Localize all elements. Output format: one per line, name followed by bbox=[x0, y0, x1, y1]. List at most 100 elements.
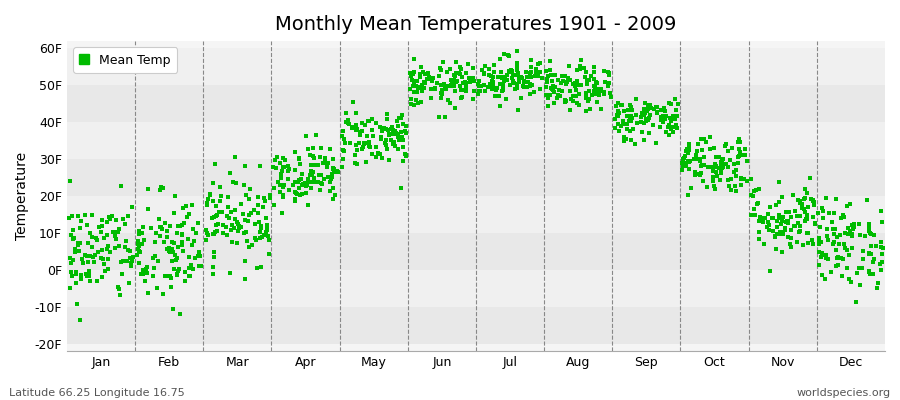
Point bbox=[296, 181, 310, 188]
Point bbox=[547, 88, 562, 95]
Point bbox=[69, 268, 84, 275]
Point bbox=[234, 224, 248, 231]
Point bbox=[734, 139, 748, 146]
Point bbox=[580, 94, 594, 100]
Point bbox=[443, 66, 457, 72]
Point bbox=[233, 224, 248, 230]
Point bbox=[494, 74, 508, 81]
Point bbox=[222, 270, 237, 276]
Point bbox=[622, 118, 636, 124]
Point bbox=[259, 227, 274, 234]
Point bbox=[484, 86, 499, 92]
Point bbox=[163, 249, 177, 255]
Point bbox=[434, 81, 448, 88]
Point bbox=[518, 69, 533, 75]
Point bbox=[241, 244, 256, 250]
Point bbox=[330, 168, 345, 175]
Point bbox=[845, 231, 859, 237]
Point bbox=[496, 83, 510, 89]
Point bbox=[231, 228, 246, 234]
Point bbox=[394, 129, 409, 135]
Point bbox=[642, 115, 656, 122]
Point bbox=[861, 250, 876, 257]
Point bbox=[164, 275, 178, 281]
Point bbox=[597, 89, 611, 95]
Point bbox=[706, 183, 721, 189]
Point bbox=[712, 154, 726, 160]
Point bbox=[533, 60, 547, 67]
Point bbox=[399, 152, 413, 159]
Point bbox=[338, 110, 353, 116]
Point bbox=[650, 110, 664, 116]
Point bbox=[436, 59, 450, 66]
Point bbox=[311, 162, 326, 168]
Point bbox=[512, 74, 526, 80]
Point bbox=[253, 235, 267, 242]
Point bbox=[107, 232, 122, 239]
Point bbox=[510, 70, 525, 76]
Point bbox=[727, 161, 742, 168]
Point bbox=[777, 231, 791, 237]
Point bbox=[610, 112, 625, 118]
Point bbox=[601, 69, 616, 75]
Point bbox=[788, 208, 803, 214]
Point bbox=[348, 152, 363, 158]
Point bbox=[589, 91, 603, 97]
Point bbox=[635, 129, 650, 135]
Point bbox=[508, 72, 523, 78]
Point bbox=[109, 217, 123, 223]
Point bbox=[623, 128, 637, 135]
Point bbox=[523, 70, 537, 77]
Point bbox=[299, 190, 313, 196]
Point bbox=[374, 136, 388, 142]
Point bbox=[700, 164, 715, 170]
Point bbox=[282, 166, 296, 172]
Point bbox=[288, 178, 302, 185]
Point bbox=[855, 248, 869, 254]
Point bbox=[112, 242, 126, 249]
Point bbox=[778, 209, 793, 215]
Point bbox=[443, 83, 457, 89]
Point bbox=[715, 165, 729, 171]
Point bbox=[539, 84, 554, 90]
Point bbox=[304, 162, 319, 168]
Point bbox=[520, 83, 535, 90]
Point bbox=[497, 51, 511, 57]
Point bbox=[862, 270, 877, 277]
Point bbox=[830, 234, 844, 240]
Point bbox=[641, 106, 655, 112]
Point bbox=[864, 251, 878, 258]
Point bbox=[558, 98, 572, 105]
Point bbox=[655, 118, 670, 125]
Point bbox=[616, 108, 631, 114]
Point bbox=[770, 218, 784, 224]
Point bbox=[820, 233, 834, 239]
Point bbox=[862, 250, 877, 257]
Point bbox=[200, 230, 214, 236]
Point bbox=[539, 68, 554, 74]
Point bbox=[95, 256, 110, 262]
Point bbox=[404, 71, 419, 77]
Point bbox=[292, 160, 307, 167]
Point bbox=[83, 278, 97, 284]
Point bbox=[812, 240, 826, 246]
Point bbox=[797, 196, 812, 202]
Point bbox=[198, 227, 212, 233]
Point bbox=[783, 240, 797, 247]
Point bbox=[335, 164, 349, 170]
Point bbox=[467, 78, 482, 84]
Point bbox=[543, 58, 557, 64]
Point bbox=[394, 114, 409, 121]
Point bbox=[63, 178, 77, 184]
Point bbox=[384, 126, 399, 132]
Point bbox=[299, 133, 313, 139]
Point bbox=[292, 185, 306, 192]
Point bbox=[173, 311, 187, 317]
Point bbox=[690, 148, 705, 154]
Point bbox=[459, 80, 473, 86]
Point bbox=[220, 203, 235, 210]
Point bbox=[445, 77, 459, 84]
Point bbox=[675, 167, 689, 173]
Point bbox=[706, 178, 721, 184]
Point bbox=[447, 87, 462, 94]
